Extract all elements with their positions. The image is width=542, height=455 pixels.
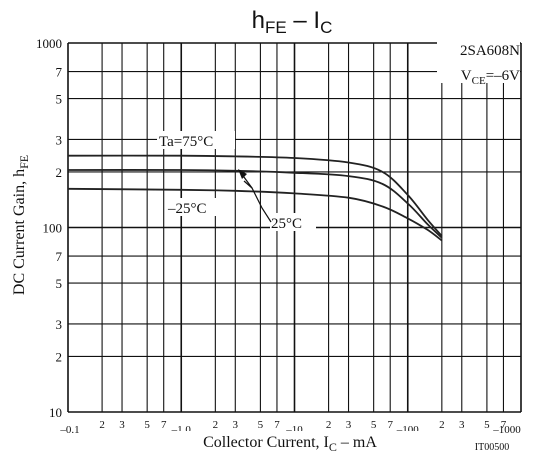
- title-c-sub: C: [320, 18, 332, 37]
- chart-title: hFE – IC: [252, 7, 333, 37]
- y-label-main: DC Current Gain, h: [11, 169, 28, 295]
- y-tick-label-7: 5: [56, 276, 63, 291]
- x-tick-label-12: 3: [346, 419, 352, 431]
- y-tick-labels: 1000 7 5 3 2 100 7 5 3 2 10: [36, 36, 63, 420]
- part-number: 2SA608N: [460, 43, 520, 59]
- leader-25-arrowhead: [238, 169, 247, 179]
- series-line-1: [67, 169, 443, 239]
- label-bg-25: [270, 213, 316, 231]
- y-tick-label-0: 1000: [36, 36, 62, 51]
- label-bg-75: [157, 131, 235, 149]
- condition-v: V: [461, 68, 472, 84]
- leader-25: [240, 172, 272, 223]
- x-tick-label-6: 2: [213, 419, 219, 431]
- x-label-main: Collector Current, I: [203, 434, 329, 451]
- x-tick-label-9: 7: [274, 419, 280, 431]
- condition-box: [437, 39, 520, 83]
- title-i: I: [313, 7, 320, 34]
- y-label-sub: FE: [17, 155, 31, 169]
- x-label-suffix: – mA: [337, 434, 377, 451]
- title-separator: –: [287, 7, 314, 34]
- title-h: h: [252, 7, 265, 34]
- x-axis-label: Collector Current, IC – mA: [203, 434, 377, 454]
- x-tick-label-16: 2: [439, 419, 445, 431]
- x-tick-label-8: 5: [258, 419, 264, 431]
- y-tick-label-5: 100: [43, 221, 63, 236]
- y-tick-label-4: 2: [56, 165, 63, 180]
- x-tick-label-14: 7: [387, 419, 393, 431]
- x-tick-label-13: 5: [371, 419, 377, 431]
- xlabel-bg: [148, 431, 438, 453]
- data-series: [67, 154, 443, 242]
- condition-label: VCE=–6V: [461, 68, 520, 87]
- y-tick-label-8: 3: [56, 317, 63, 332]
- x-tick-label-4: 7: [161, 419, 167, 431]
- y-tick-label-6: 7: [56, 249, 63, 264]
- y-tick-label-10: 10: [49, 405, 62, 420]
- y-tick-label-1: 7: [56, 65, 63, 80]
- series-line-2: [67, 187, 443, 242]
- x-tick-label-3: 5: [144, 419, 150, 431]
- y-axis-label: DC Current Gain, hFE: [11, 155, 31, 295]
- x-tick-label-2: 3: [119, 419, 125, 431]
- condition-ce-sub: CE: [472, 75, 486, 87]
- figure-code: IT00500: [475, 442, 509, 453]
- x-tick-label-11: 2: [326, 419, 332, 431]
- x-tick-label-0: –0.1: [59, 424, 79, 436]
- label-bg-m25: [166, 198, 222, 216]
- y-tick-label-2: 5: [56, 92, 63, 107]
- series-label-75: Ta=75°C: [159, 134, 213, 150]
- series-label-m25: –25°C: [167, 201, 207, 217]
- condition-value: =–6V: [486, 68, 520, 84]
- y-tick-label-3: 3: [56, 132, 63, 147]
- y-tick-label-9: 2: [56, 349, 63, 364]
- x-tick-label-1: 2: [99, 419, 105, 431]
- series-line-0: [67, 154, 443, 237]
- x-tick-label-20: –1000: [492, 424, 521, 436]
- title-fe-sub: FE: [265, 18, 287, 37]
- x-tick-label-7: 3: [233, 419, 239, 431]
- leader-25-tail: [243, 180, 253, 189]
- x-tick-label-19: 7: [501, 419, 507, 431]
- x-label-sub: C: [329, 440, 337, 454]
- x-tick-label-18: 5: [484, 419, 490, 431]
- series-label-25: 25°C: [271, 216, 302, 232]
- x-tick-label-17: 3: [459, 419, 465, 431]
